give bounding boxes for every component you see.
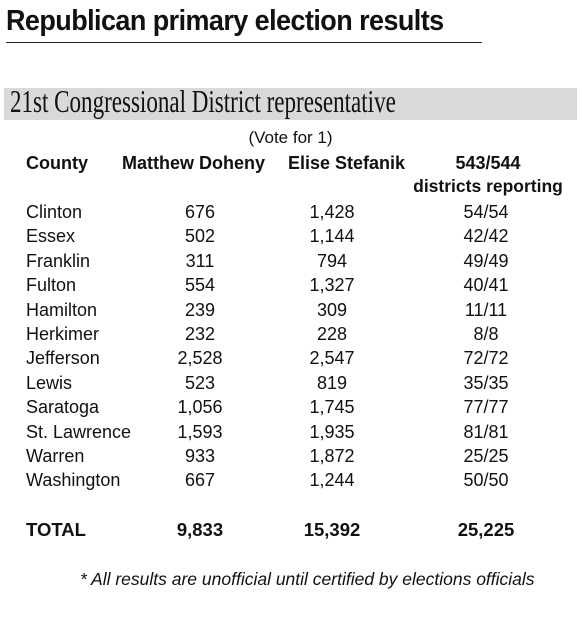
districts-cell: 8/8: [473, 323, 499, 344]
districts-cell: 35/35: [463, 372, 509, 393]
districts-cell: 72/72: [463, 348, 509, 369]
table-row: Warren 933 1,872 25/25: [0, 444, 581, 468]
header-candidate-stefanik: Elise Stefanik: [288, 153, 406, 173]
stefanik-votes-cell: 309: [316, 299, 348, 320]
districts-cell: 54/54: [463, 202, 509, 222]
header-candidate-doheny: Matthew Doheny: [122, 153, 266, 173]
stefanik-votes-cell: 1,935: [309, 421, 355, 442]
total-doheny-votes: 9,833: [176, 519, 224, 540]
county-cell: Fulton: [26, 275, 77, 296]
county-cell: Saratoga: [26, 397, 100, 418]
county-cell: Franklin: [26, 250, 91, 271]
vote-for-note: (Vote for 1): [248, 128, 333, 147]
districts-cell: 25/25: [463, 445, 509, 466]
total-label: TOTAL: [26, 519, 86, 540]
doheny-votes-cell: 502: [184, 226, 216, 247]
county-cell: Hamilton: [26, 299, 98, 320]
county-cell: Lewis: [26, 372, 73, 393]
districts-cell: 11/11: [464, 299, 508, 320]
table-row: Herkimer 232 228 8/8: [0, 322, 581, 346]
header-reporting-count: 543/544: [455, 153, 521, 173]
table-row: St. Lawrence 1,593 1,935 81/81: [0, 420, 581, 444]
stefanik-votes-cell: 1,428: [309, 202, 355, 222]
page-headline: Republican primary election results: [6, 5, 444, 37]
county-cell: Essex: [26, 226, 76, 247]
stefanik-votes-cell: 1,144: [309, 226, 355, 247]
districts-cell: 50/50: [463, 470, 509, 491]
table-row: Lewis 523 819 35/35: [0, 371, 581, 395]
total-row: TOTAL 9,833 15,392 25,225: [0, 517, 581, 543]
header-reporting-label: districts reporting: [413, 176, 563, 196]
doheny-votes-cell: 1,593: [177, 421, 223, 442]
table-row: Essex 502 1,144 42/42: [0, 224, 581, 248]
header-county: County: [26, 153, 88, 173]
stefanik-votes-cell: 1,872: [309, 445, 355, 466]
districts-cell: 49/49: [463, 250, 509, 271]
headline-rule: [6, 42, 482, 43]
results-table: Clinton 676 1,428 54/54 Essex 502 1,144 …: [0, 200, 581, 493]
stefanik-votes-cell: 1,327: [309, 275, 355, 296]
districts-cell: 81/81: [463, 421, 509, 442]
county-cell: Warren: [26, 445, 85, 466]
doheny-votes-cell: 2,528: [177, 348, 223, 369]
footnote: * All results are unofficial until certi…: [80, 569, 535, 589]
doheny-votes-cell: 311: [185, 250, 215, 271]
districts-cell: 42/42: [463, 226, 509, 247]
doheny-votes-cell: 554: [184, 275, 216, 296]
county-cell: Washington: [26, 470, 121, 491]
doheny-votes-cell: 676: [184, 202, 216, 222]
table-row: Saratoga 1,056 1,745 77/77: [0, 395, 581, 419]
section-title: 21st Congressional District representati…: [10, 83, 396, 119]
county-cell: Herkimer: [26, 323, 100, 344]
county-cell: St. Lawrence: [26, 421, 132, 442]
stefanik-votes-cell: 228: [316, 323, 348, 344]
county-cell: Clinton: [26, 202, 83, 222]
table-row: Washington 667 1,244 50/50: [0, 468, 581, 492]
stefanik-votes-cell: 2,547: [309, 348, 355, 369]
total-districts: 25,225: [457, 519, 515, 540]
doheny-votes-cell: 933: [184, 445, 216, 466]
doheny-votes-cell: 523: [184, 372, 216, 393]
stefanik-votes-cell: 1,745: [309, 397, 355, 418]
table-row: Clinton 676 1,428 54/54: [0, 200, 581, 224]
doheny-votes-cell: 239: [184, 299, 216, 320]
districts-cell: 40/41: [463, 275, 509, 296]
stefanik-votes-cell: 794: [316, 250, 348, 271]
table-row: Franklin 311 794 49/49: [0, 249, 581, 273]
table-row: Jefferson 2,528 2,547 72/72: [0, 346, 581, 370]
county-cell: Jefferson: [26, 348, 100, 369]
doheny-votes-cell: 667: [184, 470, 216, 491]
stefanik-votes-cell: 819: [316, 372, 348, 393]
doheny-votes-cell: 232: [184, 323, 216, 344]
total-stefanik-votes: 15,392: [303, 519, 361, 540]
doheny-votes-cell: 1,056: [177, 397, 223, 418]
table-row: Hamilton 239 309 11/11: [0, 298, 581, 322]
table-row: Fulton 554 1,327 40/41: [0, 273, 581, 297]
subhead-band: [4, 88, 577, 120]
districts-cell: 77/77: [463, 397, 509, 418]
stefanik-votes-cell: 1,244: [309, 470, 355, 491]
